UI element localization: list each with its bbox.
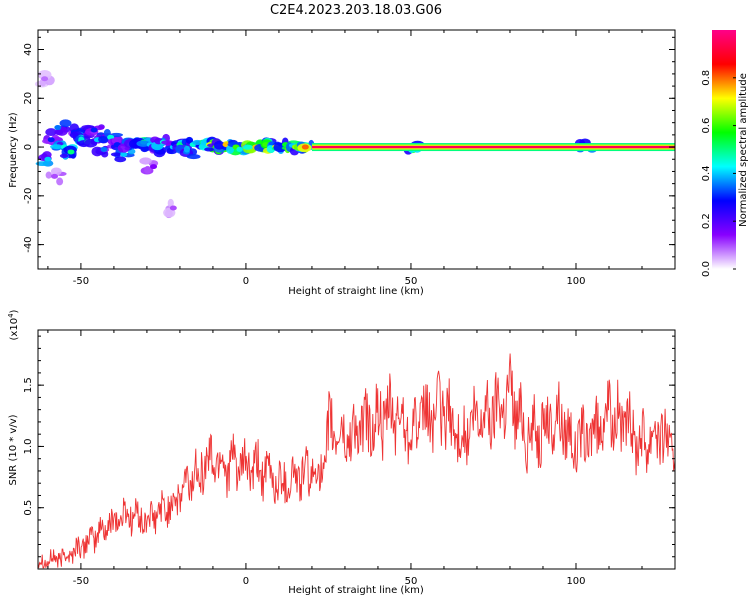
heatmap-cell	[183, 145, 191, 153]
colorbar-label: Normalized spectral amplitude	[738, 73, 749, 227]
heatmap-cell	[45, 171, 52, 179]
x-tick-label: -50	[73, 576, 89, 587]
heatmap-cell	[59, 119, 72, 128]
heatmap-cell	[90, 127, 98, 133]
heatmap-cell	[140, 145, 149, 153]
snr-y-ticks: 0.5 1.0 1.5	[23, 335, 675, 570]
heatmap-cell	[50, 144, 63, 150]
colorbar-tick-label: 0.0	[701, 261, 712, 277]
heatmap-cell	[100, 147, 108, 152]
heatmap-cell	[37, 69, 52, 80]
y-tick-label: -40	[23, 236, 34, 252]
y-tick-label: 40	[23, 43, 34, 56]
x-tick-label: 100	[566, 276, 585, 287]
heatmap-cell	[114, 156, 127, 163]
heatmap-cell	[67, 149, 75, 155]
snr-frame	[37, 329, 676, 570]
snr-panel: -50 0 50 100 0.5 1.0 1.5 Height of straight l…	[7, 309, 676, 596]
heatmap-cell	[242, 144, 253, 150]
heatmap-y-ticks: -40 -20 0 20 40	[23, 36, 675, 270]
colorbar-tick-label: 0.4	[701, 165, 712, 181]
heatmap-cell	[56, 177, 64, 186]
heatmap-cell	[44, 156, 52, 162]
colorbar-ticks: 0.0 0.2 0.4 0.6 0.8	[701, 70, 736, 277]
heatmap-cell	[152, 143, 164, 148]
colorbar-tick-label: 0.2	[701, 213, 712, 229]
snr-multiplier-exp: 4	[7, 313, 15, 318]
heatmap-cell	[91, 146, 103, 157]
snr-series-line	[37, 353, 676, 569]
x-tick-label: 50	[405, 576, 418, 587]
heatmap-cell	[42, 151, 52, 159]
y-tick-label: 1.5	[23, 377, 34, 393]
heatmap-cell	[136, 140, 151, 147]
colorbar-gradient	[712, 30, 736, 269]
heatmap-cell	[59, 153, 69, 158]
heatmap-cell	[161, 140, 174, 145]
heatmap-cell	[111, 137, 122, 145]
heatmap-cell	[54, 129, 64, 135]
heatmap-cell	[150, 164, 158, 170]
heatmap-cell	[186, 154, 201, 160]
x-tick-label: 100	[566, 576, 585, 587]
heatmap-cell	[35, 161, 50, 167]
x-tick-label: 50	[405, 276, 418, 287]
snr-multiplier-base: (x10	[9, 318, 20, 341]
snr-multiplier-close: )	[9, 309, 20, 313]
heatmap-cell	[167, 198, 174, 208]
x-tick-label: 0	[243, 576, 249, 587]
heatmap-blobs	[34, 69, 600, 219]
heatmap-cell	[139, 157, 152, 165]
y-tick-label: 0	[23, 144, 34, 150]
heatmap-cell	[41, 76, 49, 82]
heatmap-cell	[83, 138, 98, 148]
heatmap-cell	[50, 167, 62, 176]
snr-plot-area	[38, 330, 675, 569]
colorbar-tick-label: 0.8	[701, 70, 712, 86]
heatmap-cell	[169, 205, 177, 211]
heatmap-y-label: Frequency (Hz)	[8, 112, 19, 188]
heatmap-cell	[98, 136, 109, 144]
heatmap-cell	[236, 146, 243, 152]
y-tick-label: 1.0	[23, 438, 34, 454]
figure-title: C2E4.2023.203.18.03.G06	[270, 3, 442, 18]
carrier-ridge	[311, 143, 675, 152]
heatmap-cell	[51, 173, 59, 179]
heatmap-cell	[120, 151, 128, 157]
svg-text:(x104): (x104)	[7, 309, 20, 340]
heatmap-cell	[192, 139, 203, 145]
x-tick-label: -50	[73, 276, 89, 287]
snr-multiplier: (x104)	[7, 309, 20, 340]
heatmap-cell	[185, 136, 194, 144]
snr-x-label: Height of straight line (km)	[288, 585, 424, 596]
heatmap-cell	[45, 128, 57, 137]
heatmap-cell	[144, 165, 152, 174]
y-tick-label: 20	[23, 92, 34, 105]
heatmap-cell	[204, 147, 215, 152]
heatmap-cell	[54, 125, 62, 131]
ridge-core	[311, 145, 675, 149]
y-tick-label: 0.5	[23, 500, 34, 516]
heatmap-panel: -50 0 50 100 -40 -20 0 20 40 Height of straight…	[8, 29, 676, 297]
heatmap-frame	[37, 29, 676, 270]
heatmap-x-ticks: -50 0 50 100	[47, 30, 676, 287]
x-tick-label: 0	[243, 276, 249, 287]
snr-x-ticks: -50 0 50 100	[47, 330, 676, 587]
heatmap-cell	[110, 152, 122, 157]
heatmap-cell	[301, 144, 309, 150]
colorbar-tick-label: 0.6	[701, 118, 712, 134]
heatmap-x-label: Height of straight line (km)	[288, 286, 424, 297]
heatmap-cell	[200, 139, 207, 146]
y-tick-label: -20	[23, 188, 34, 204]
colorbar: 0.0 0.2 0.4 0.6 0.8 Normalized spectral ampl…	[701, 30, 749, 277]
snr-y-label: SNR (10 * v/v)	[8, 414, 19, 485]
heatmap-cell	[47, 137, 55, 143]
